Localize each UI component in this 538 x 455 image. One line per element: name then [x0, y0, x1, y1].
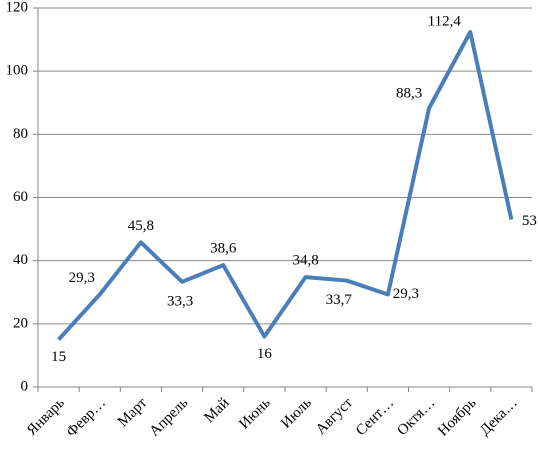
data-label: 45,8 — [128, 218, 154, 234]
y-tick-label: 0 — [21, 378, 29, 394]
x-tick-label: Сент… — [353, 395, 397, 439]
x-tick-label: Май — [201, 395, 232, 426]
data-line — [57, 30, 514, 341]
y-tick-label: 40 — [13, 252, 28, 268]
y-tick-label: 80 — [13, 126, 28, 142]
data-label: 38,6 — [210, 241, 237, 257]
data-label: 29,3 — [69, 270, 95, 286]
data-label: 29,3 — [393, 286, 419, 302]
y-tick-label: 100 — [6, 63, 29, 79]
data-label: 34,8 — [292, 253, 318, 269]
x-tick-label: Апрель — [147, 395, 192, 440]
x-tick-label: Июль — [278, 395, 315, 432]
x-tick-label: Июнь — [236, 395, 274, 433]
data-label: 53 — [522, 213, 537, 229]
x-tick-label: Ноябрь — [435, 395, 480, 440]
y-tick-label: 20 — [13, 315, 28, 331]
x-tick-label: Дека… — [477, 395, 521, 439]
x-tick-label: Октя… — [394, 395, 438, 439]
data-label: 15 — [51, 349, 66, 365]
x-tick-label: Февр… — [64, 395, 109, 440]
x-tick-label: Март — [115, 395, 151, 431]
data-label: 88,3 — [396, 86, 422, 102]
y-tick-label: 120 — [6, 0, 29, 15]
data-label: 112,4 — [428, 13, 462, 29]
data-label: 33,7 — [326, 292, 353, 308]
y-tick-label: 60 — [13, 189, 28, 205]
data-label: 33,3 — [167, 293, 193, 309]
x-tick-label: Август — [313, 395, 356, 438]
data-label: 16 — [257, 346, 273, 362]
x-tick-label: Январь — [24, 395, 68, 439]
